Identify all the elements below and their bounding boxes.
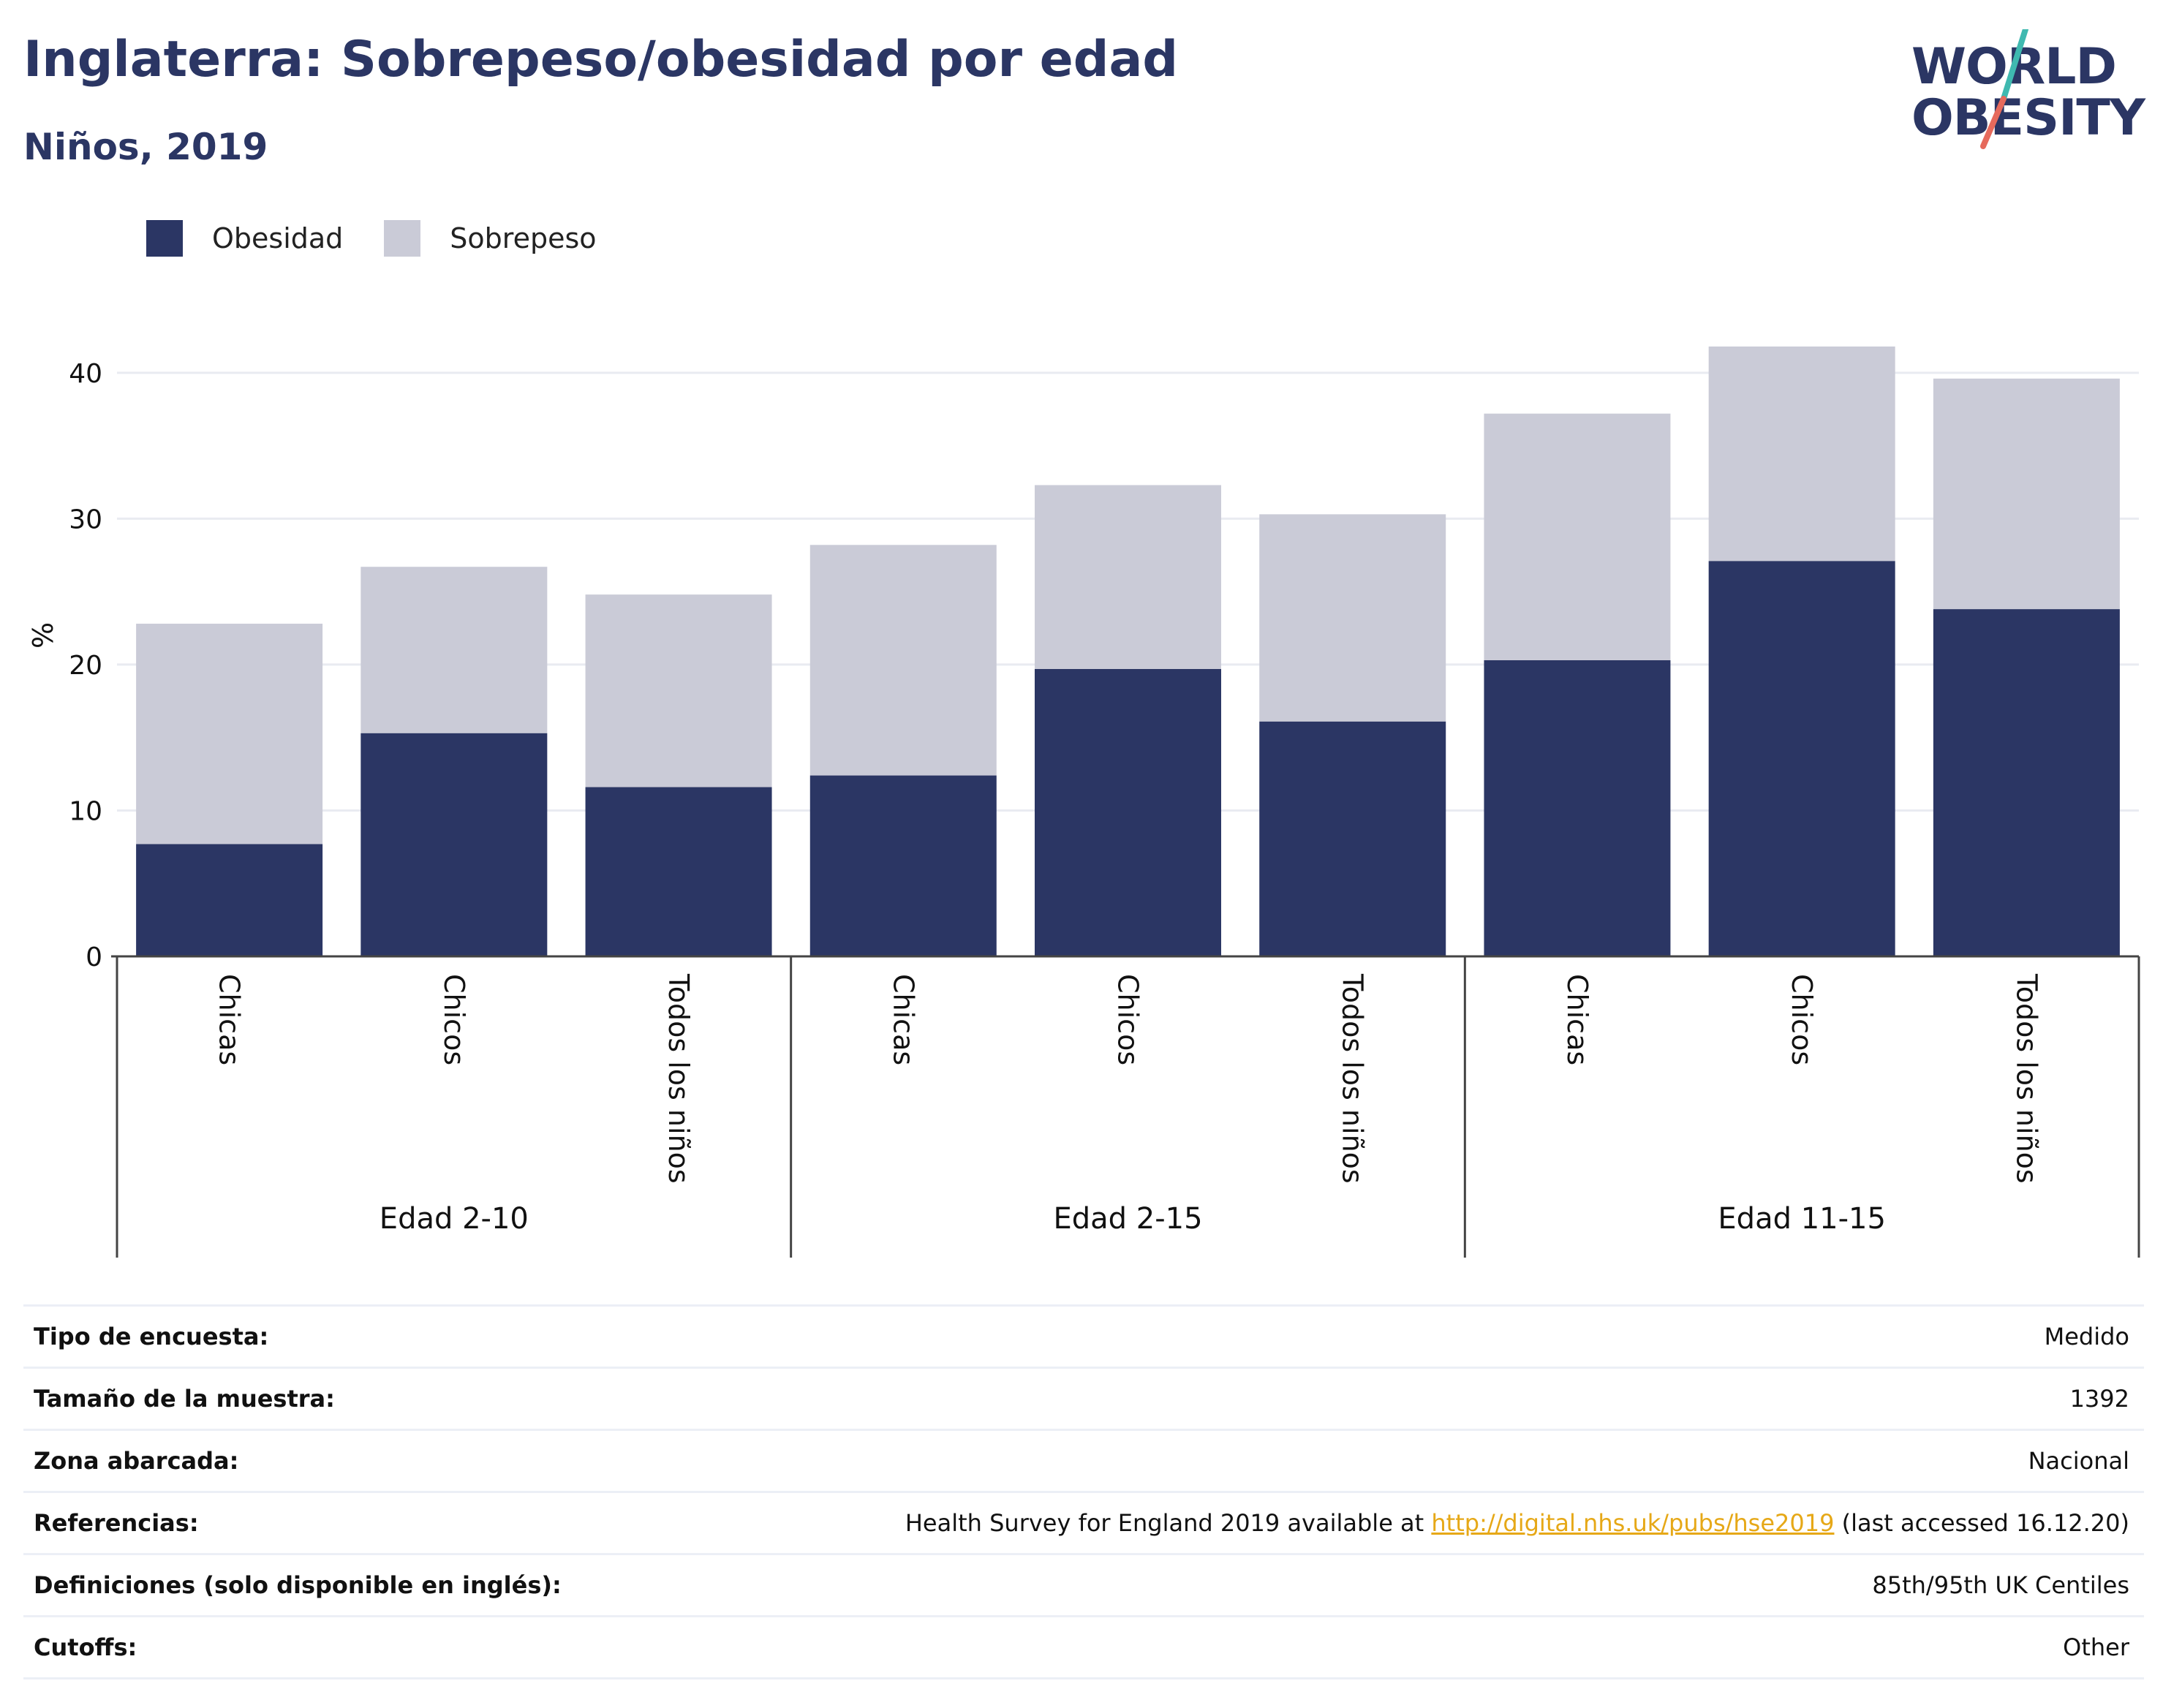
x-tick-label: Chicas (214, 974, 246, 1065)
info-key: Zona abarcada: (34, 1447, 239, 1475)
y-tick-label: 10 (69, 796, 102, 826)
logo-line-2: OBESITY (1911, 89, 2145, 147)
legend-swatch-obesidad (146, 220, 183, 257)
info-value: 85th/95th UK Centiles (1872, 1571, 2129, 1599)
bar-sobrepeso (1259, 514, 1446, 722)
x-tick-label: Todos los niños (663, 973, 695, 1184)
x-group-label: Edad 2-15 (1053, 1202, 1202, 1236)
x-tick-label: Todos los niños (2010, 973, 2042, 1184)
bar-sobrepeso (1484, 413, 1671, 660)
y-axis-label: % (27, 622, 59, 649)
world-obesity-logo: WORLD OBESITY (1901, 29, 2150, 161)
bar-obesidad (360, 733, 548, 956)
info-key: Definiciones (solo disponible en inglés)… (34, 1571, 562, 1599)
bar-chart: 0 10 20 30 40% Chicas Chicos Todos los niños Eda… (27, 346, 2140, 1258)
x-tick-label: Chicos (1112, 974, 1144, 1065)
x-group-label: Edad 2-10 (380, 1202, 529, 1236)
bar-obesidad (1708, 561, 1895, 956)
info-row-area: Zona abarcada: Nacional (23, 1429, 2144, 1491)
bar-sobrepeso (360, 567, 548, 733)
bar-sobrepeso (809, 545, 997, 776)
reference-link[interactable]: http://digital.nhs.uk/pubs/hse2019 (1431, 1509, 1835, 1537)
info-key: Tipo de encuesta: (34, 1323, 269, 1350)
x-tick-label: Todos los niños (1337, 973, 1369, 1184)
info-value: Other (2063, 1633, 2129, 1661)
y-tick-label: 40 (69, 359, 102, 389)
chart-legend: Obesidad Sobrepeso (146, 218, 638, 259)
info-row-references: Referencias: Health Survey for England 2… (23, 1491, 2144, 1553)
bar-obesidad (1484, 660, 1671, 956)
bar-obesidad (1035, 668, 1221, 956)
x-tick-label: Chicos (1786, 974, 1818, 1065)
legend-label-obesidad: Obesidad (212, 222, 344, 254)
info-row-sample-size: Tamaño de la muestra: 1392 (23, 1367, 2144, 1429)
bar-obesidad (809, 775, 997, 956)
x-tick-label: Chicas (887, 974, 919, 1065)
info-row-definitions: Definiciones (solo disponible en inglés)… (23, 1553, 2144, 1615)
legend-label-sobrepeso: Sobrepeso (450, 222, 597, 254)
bar-obesidad (1259, 721, 1446, 956)
y-tick-label: 20 (69, 651, 102, 681)
legend-swatch-sobrepeso (384, 220, 421, 257)
y-tick-label: 30 (69, 505, 102, 534)
reference-accessed: (last accessed 16.12.20) (1834, 1509, 2129, 1537)
x-group-label: Edad 11-15 (1718, 1202, 1886, 1236)
y-tick-label: 0 (86, 942, 102, 972)
info-row-cutoffs: Cutoffs: Other (23, 1615, 2144, 1679)
reference-text: Health Survey for England 2019 available… (905, 1509, 1432, 1537)
bar-sobrepeso (1708, 346, 1895, 562)
info-value: Medido (2044, 1323, 2129, 1350)
logo-slash-icon (1980, 29, 2028, 149)
bar-sobrepeso (136, 624, 323, 844)
page-subtitle: Niños, 2019 (23, 126, 268, 168)
bar-sobrepeso (1035, 485, 1221, 669)
bar-sobrepeso (1933, 378, 2120, 610)
info-value: Nacional (2028, 1447, 2129, 1475)
x-tick-label: Chicos (438, 974, 470, 1065)
bar-sobrepeso (585, 594, 772, 787)
bar-obesidad (585, 787, 772, 956)
x-tick-label: Chicas (1561, 974, 1593, 1065)
info-row-survey-type: Tipo de encuesta: Medido (23, 1304, 2144, 1367)
bar-obesidad (136, 844, 323, 956)
survey-info-table: Tipo de encuesta: Medido Tamaño de la mu… (23, 1304, 2144, 1679)
bar-obesidad (1933, 609, 2120, 956)
info-key: Referencias: (34, 1509, 199, 1537)
page-title: Inglaterra: Sobrepeso/obesidad por edad (23, 31, 1179, 88)
info-key: Tamaño de la muestra: (34, 1385, 335, 1413)
info-value: Health Survey for England 2019 available… (905, 1509, 2144, 1537)
info-key: Cutoffs: (34, 1633, 137, 1661)
info-value: 1392 (2069, 1385, 2129, 1413)
legend-item-obesidad[interactable]: Obesidad (146, 220, 343, 257)
legend-item-sobrepeso[interactable]: Sobrepeso (384, 220, 597, 257)
